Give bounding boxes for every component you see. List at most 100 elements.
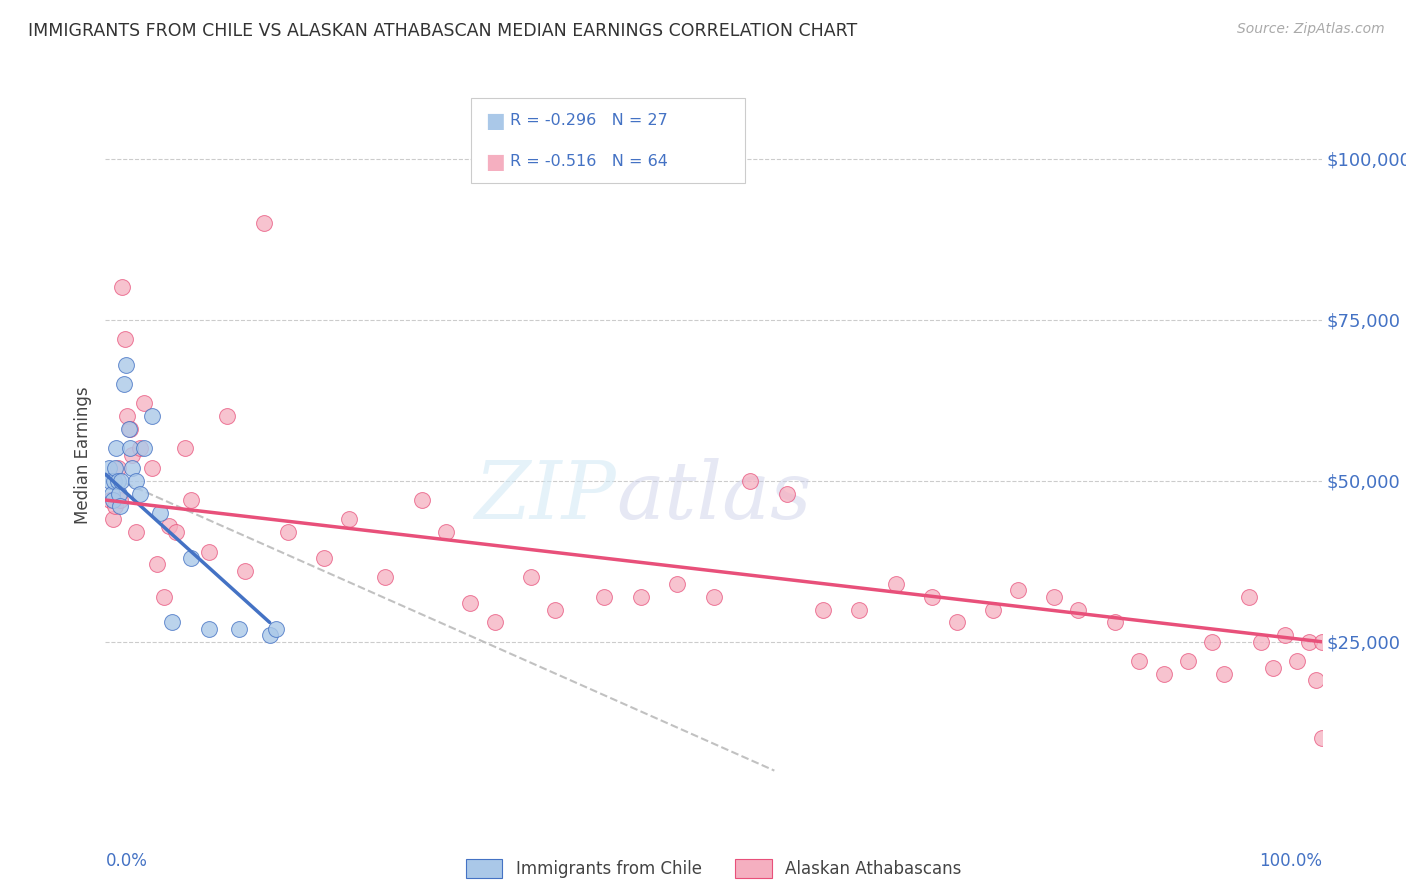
Point [884,576,907,591]
Text: ZIP: ZIP [474,458,616,535]
Point [1298,634,1320,648]
Point [666,576,689,591]
Point [1213,667,1236,681]
Point [157,518,180,533]
Point [1007,583,1029,598]
Point [411,493,433,508]
Point [484,615,506,630]
Point [775,486,797,500]
Point [1201,634,1223,648]
Point [520,570,543,584]
Text: ■: ■ [485,152,505,171]
Point [1104,615,1126,630]
Point [104,460,127,475]
Text: 100.0%: 100.0% [1258,852,1322,870]
Point [98,460,121,475]
Point [145,558,167,572]
Point [1286,654,1309,668]
Point [337,512,360,526]
Point [1177,654,1199,668]
Point [134,442,156,456]
Point [1310,731,1333,746]
Point [165,525,187,540]
Point [314,551,336,566]
Point [180,551,202,566]
Point [1067,602,1090,616]
Point [141,460,163,475]
Point [1305,673,1327,688]
Point [198,544,221,558]
Point [104,500,127,514]
Point [105,442,128,456]
Point [259,628,281,642]
Text: R = -0.296   N = 27: R = -0.296 N = 27 [510,113,668,128]
Point [100,486,122,500]
Point [217,409,239,424]
Point [1043,590,1066,604]
Point [264,622,287,636]
Point [121,460,143,475]
Point [630,590,652,604]
Point [434,525,457,540]
Y-axis label: Median Earnings: Median Earnings [75,386,93,524]
Point [921,590,943,604]
Point [117,409,139,424]
Point [103,474,125,488]
Point [115,358,138,372]
Point [98,493,121,508]
Point [544,602,567,616]
Point [108,500,131,514]
Point [112,377,135,392]
Point [125,474,148,488]
Point [153,590,176,604]
Point [114,332,136,346]
Point [1128,654,1150,668]
Point [1153,667,1175,681]
Point [121,448,143,462]
Legend: Immigrants from Chile, Alaskan Athabascans: Immigrants from Chile, Alaskan Athabasca… [458,853,969,885]
Point [1250,634,1272,648]
Point [811,602,834,616]
Point [252,216,274,230]
Point [738,474,761,488]
Point [108,486,131,500]
Point [702,590,725,604]
Text: Source: ZipAtlas.com: Source: ZipAtlas.com [1237,22,1385,37]
Point [945,615,967,630]
Point [98,474,121,488]
Point [118,442,141,456]
Point [128,486,150,500]
Point [228,622,250,636]
Point [111,280,134,294]
Point [180,493,202,508]
Point [117,422,139,436]
Text: R = -0.516   N = 64: R = -0.516 N = 64 [510,154,668,169]
Point [173,442,195,456]
Point [107,460,129,475]
Point [593,590,616,604]
Point [162,615,184,630]
Point [1237,590,1260,604]
Text: IMMIGRANTS FROM CHILE VS ALASKAN ATHABASCAN MEDIAN EARNINGS CORRELATION CHART: IMMIGRANTS FROM CHILE VS ALASKAN ATHABAS… [28,22,858,40]
Text: atlas: atlas [616,458,811,535]
Text: ■: ■ [485,111,505,131]
Point [1261,660,1284,674]
Point [141,409,163,424]
Point [110,474,132,488]
Point [233,564,256,578]
Point [277,525,299,540]
Point [108,493,131,508]
Point [118,422,141,436]
Point [149,506,172,520]
Point [458,596,481,610]
Point [1274,628,1296,642]
Point [1310,634,1333,648]
Text: 0.0%: 0.0% [105,852,148,870]
Point [101,512,124,526]
Point [848,602,870,616]
Point [134,396,156,410]
Point [101,493,124,508]
Point [128,442,150,456]
Point [374,570,396,584]
Point [107,474,129,488]
